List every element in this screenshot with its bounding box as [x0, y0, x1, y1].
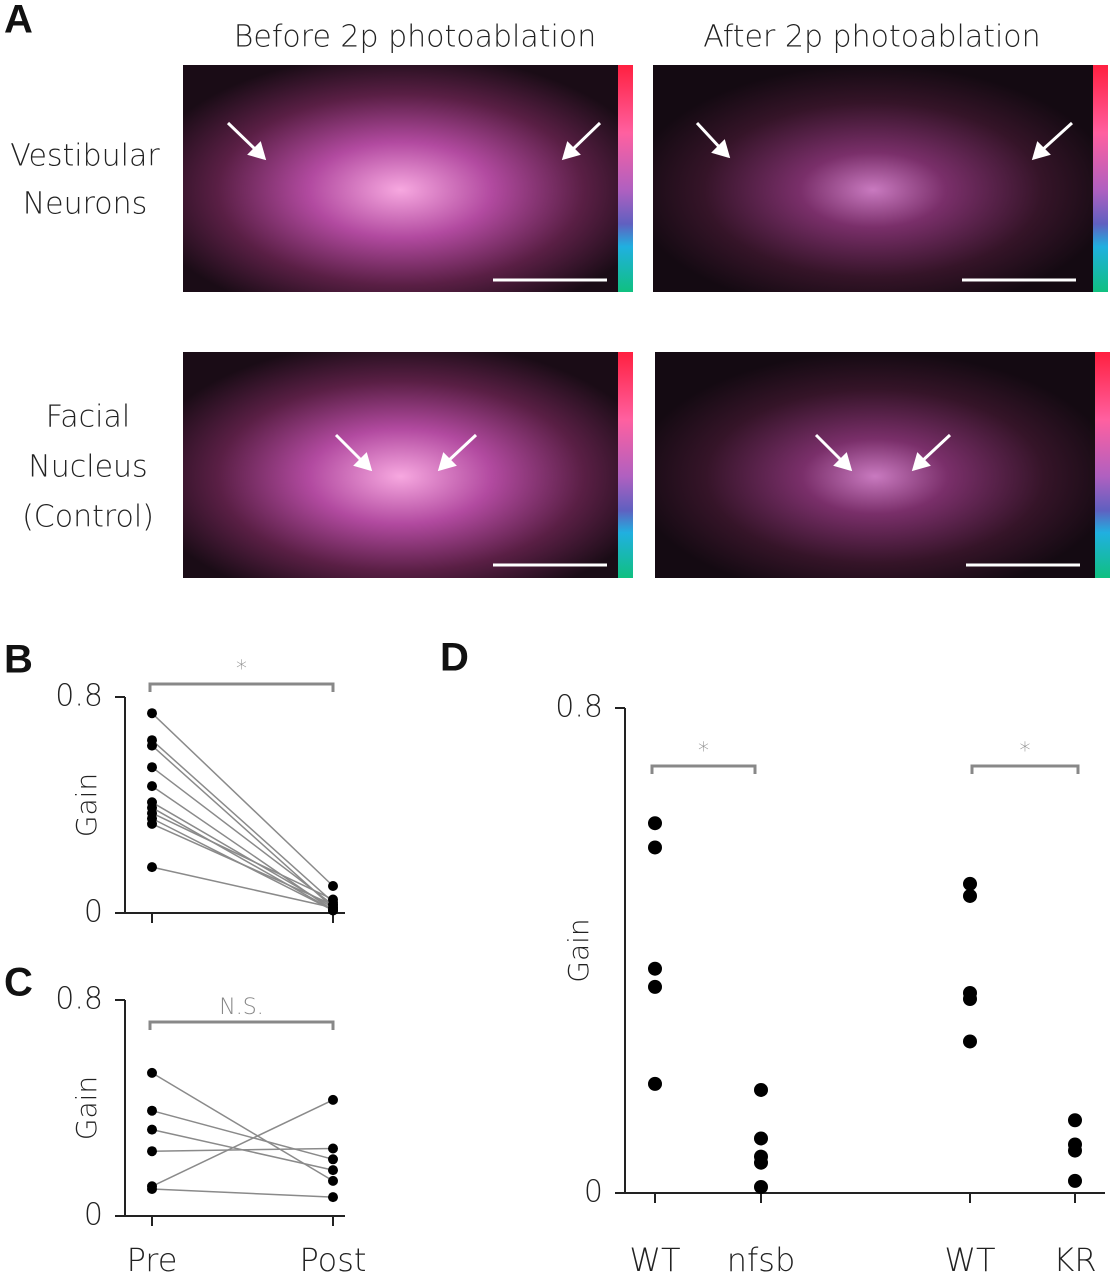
row-title: Facial — [46, 400, 130, 435]
y-axis-label: Gain — [70, 1076, 103, 1140]
pair-line — [151, 1188, 334, 1198]
data-point — [147, 740, 157, 751]
panel-label: D — [440, 636, 469, 680]
y-tick-label: 0 — [584, 1175, 603, 1210]
pair-line — [151, 866, 334, 909]
data-point — [963, 876, 977, 891]
data-point — [147, 1067, 157, 1078]
data-point — [328, 1165, 338, 1176]
arrows — [226, 121, 1074, 472]
data-point — [147, 708, 157, 719]
colorbar — [1095, 352, 1110, 578]
data-point — [147, 818, 157, 829]
data-point — [754, 1179, 768, 1194]
x-tick-label: Post — [300, 1241, 367, 1279]
row-title: Vestibular — [10, 139, 160, 174]
data-point — [147, 862, 157, 873]
significance-bracket — [650, 764, 757, 774]
micrograph — [183, 65, 618, 292]
data-point — [648, 1076, 662, 1091]
data-point — [648, 979, 662, 994]
data-point — [963, 1034, 977, 1049]
data-point — [147, 781, 157, 792]
data-point — [963, 888, 977, 903]
significance-label: * — [236, 657, 247, 682]
significance-bracket — [970, 764, 1080, 774]
pair-line — [151, 712, 334, 887]
panel-label: A — [4, 0, 33, 42]
column-title: After 2p photoablation — [703, 20, 1040, 55]
panel-label: C — [4, 961, 33, 1005]
row-title: Nucleus — [28, 450, 147, 485]
y-tick-label: 0 — [84, 1198, 103, 1233]
data-point — [963, 992, 977, 1006]
data-point — [147, 762, 157, 773]
data-point — [328, 902, 338, 913]
row-title: (Control) — [22, 500, 154, 535]
pair-line — [151, 1109, 334, 1161]
data-point — [648, 961, 662, 976]
x-tick-label: nfsb — [727, 1241, 796, 1279]
micrograph — [655, 352, 1095, 578]
data-point — [1068, 1173, 1082, 1188]
pair-line — [151, 766, 334, 906]
x-tick-label: Pre — [127, 1241, 178, 1279]
data-point — [328, 1094, 338, 1105]
data-point — [328, 1175, 338, 1186]
scale-bars — [493, 278, 1080, 567]
data-point — [648, 816, 662, 831]
significance-bracket — [148, 682, 335, 692]
column-title: Before 2p photoablation — [234, 20, 597, 55]
y-tick-label: 0.8 — [55, 679, 103, 714]
micrograph — [183, 352, 618, 578]
x-tick-label: KR — [1053, 1241, 1096, 1279]
data-point — [147, 1105, 157, 1116]
pair-line — [151, 807, 334, 911]
pair-line — [151, 812, 334, 901]
micrograph — [653, 65, 1093, 292]
micrographs — [183, 65, 1110, 578]
data-point — [754, 1155, 768, 1170]
data-point — [754, 1131, 768, 1146]
data-point — [754, 1082, 768, 1097]
data-point — [328, 1143, 338, 1154]
pair-line — [151, 1099, 334, 1187]
data-point — [1068, 1113, 1082, 1128]
data-point — [147, 1184, 157, 1194]
significance-label: * — [1020, 739, 1031, 764]
pair-line — [151, 823, 334, 906]
pair-line — [151, 801, 334, 909]
y-tick-label: 0 — [84, 895, 103, 930]
pair-line — [151, 1147, 334, 1152]
x-tick-label: WT — [629, 1241, 680, 1279]
data-point — [328, 1154, 338, 1165]
data-point — [328, 1192, 338, 1203]
x-tick-label: WT — [944, 1241, 995, 1279]
data-point — [147, 1124, 157, 1135]
significance-label: N.S. — [219, 995, 263, 1020]
y-tick-label: 0.8 — [55, 982, 103, 1017]
panel-label: B — [4, 638, 33, 682]
y-axis-label: Gain — [562, 918, 595, 982]
data-point — [1068, 1143, 1082, 1158]
colorbar — [618, 65, 633, 292]
pair-line — [151, 739, 334, 903]
colorbar — [1093, 65, 1108, 292]
pair-line — [151, 745, 334, 909]
y-axis-label: Gain — [70, 773, 103, 837]
significance-label: * — [698, 739, 709, 764]
data-point — [648, 840, 662, 855]
colorbar — [618, 352, 633, 578]
data-point — [328, 881, 338, 891]
y-tick-label: 0.8 — [555, 690, 603, 725]
data-point — [147, 1146, 157, 1157]
significance-bracket — [148, 1020, 335, 1030]
row-title: Neurons — [23, 187, 148, 222]
